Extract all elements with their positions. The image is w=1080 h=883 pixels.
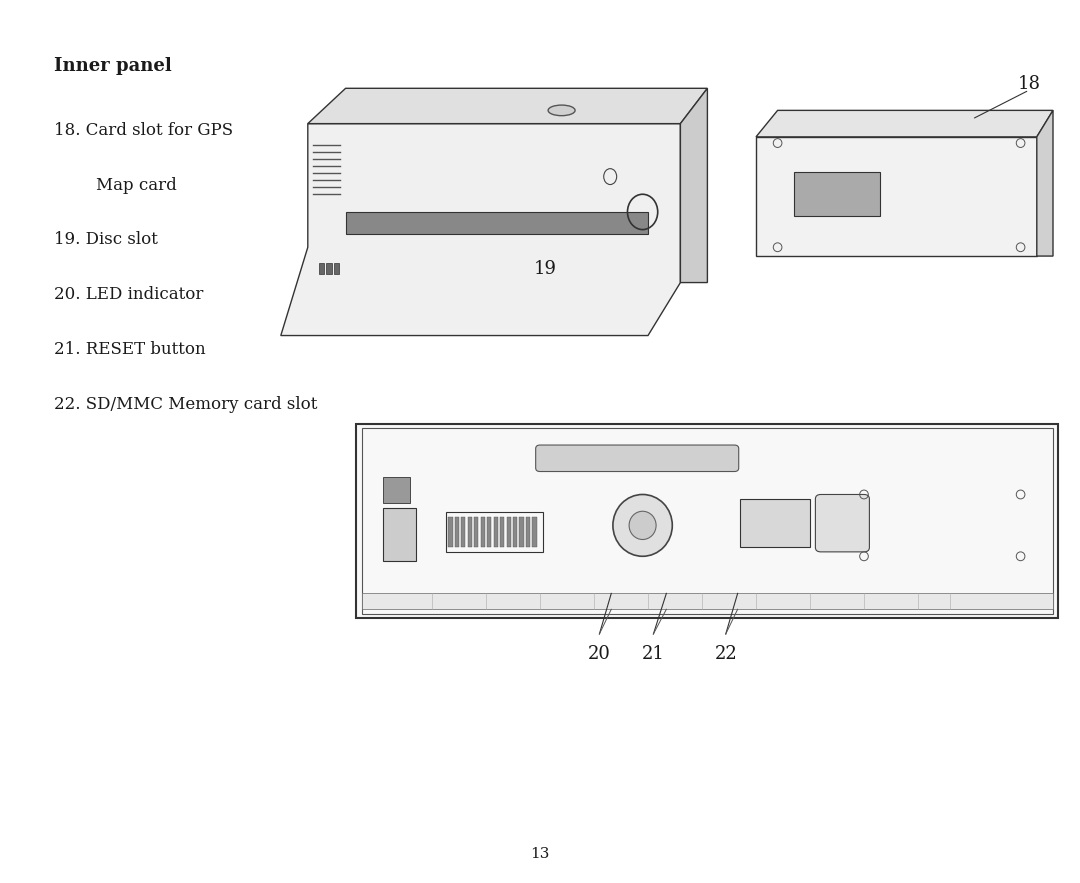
Text: 21: 21 xyxy=(642,645,665,662)
Bar xyxy=(383,477,410,503)
Bar xyxy=(455,517,459,547)
Polygon shape xyxy=(308,88,707,124)
Text: 20. LED indicator: 20. LED indicator xyxy=(54,286,203,303)
Text: 22. SD/MMC Memory card slot: 22. SD/MMC Memory card slot xyxy=(54,396,318,412)
Bar xyxy=(468,517,472,547)
FancyBboxPatch shape xyxy=(815,494,869,552)
Bar xyxy=(507,517,511,547)
Ellipse shape xyxy=(549,105,576,116)
Bar xyxy=(356,424,1058,618)
Bar xyxy=(794,172,880,216)
Bar xyxy=(519,517,524,547)
Bar xyxy=(346,212,648,234)
Polygon shape xyxy=(756,110,1053,137)
Bar xyxy=(487,517,491,547)
Ellipse shape xyxy=(613,494,672,556)
Text: 19: 19 xyxy=(534,260,557,278)
Text: 20: 20 xyxy=(588,645,611,662)
Bar xyxy=(481,517,485,547)
FancyBboxPatch shape xyxy=(536,445,739,472)
Bar xyxy=(461,517,465,547)
Bar xyxy=(494,517,498,547)
Bar xyxy=(532,517,537,547)
Bar xyxy=(474,517,478,547)
Text: 22: 22 xyxy=(714,645,738,662)
Bar xyxy=(740,499,810,547)
Text: Map card: Map card xyxy=(54,177,177,193)
Bar xyxy=(326,263,332,274)
Bar xyxy=(362,428,1053,614)
Text: 18: 18 xyxy=(1017,75,1041,93)
Polygon shape xyxy=(680,88,707,283)
Bar xyxy=(446,512,543,552)
Text: 13: 13 xyxy=(530,847,550,861)
Bar xyxy=(448,517,453,547)
Polygon shape xyxy=(1037,110,1053,256)
Polygon shape xyxy=(756,137,1037,256)
Bar xyxy=(334,263,339,274)
Text: 18. Card slot for GPS: 18. Card slot for GPS xyxy=(54,122,233,139)
Text: 21. RESET button: 21. RESET button xyxy=(54,341,205,358)
Text: Inner panel: Inner panel xyxy=(54,57,172,75)
Bar xyxy=(383,508,416,561)
Polygon shape xyxy=(281,124,680,336)
Bar xyxy=(319,263,324,274)
Bar xyxy=(362,593,1053,609)
Bar xyxy=(526,517,530,547)
Bar xyxy=(513,517,517,547)
Ellipse shape xyxy=(629,511,657,540)
Text: 19. Disc slot: 19. Disc slot xyxy=(54,231,158,248)
Bar xyxy=(500,517,504,547)
